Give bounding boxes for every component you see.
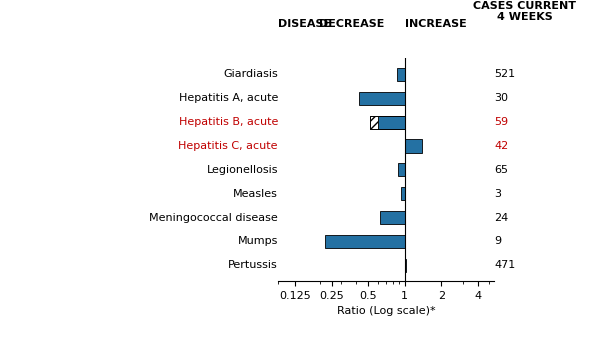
Text: 9: 9 bbox=[495, 236, 501, 246]
Text: 65: 65 bbox=[495, 165, 509, 175]
Text: Hepatitis A, acute: Hepatitis A, acute bbox=[179, 93, 278, 103]
Text: Pertussis: Pertussis bbox=[228, 260, 278, 270]
Bar bbox=[401, 187, 404, 200]
Text: 471: 471 bbox=[495, 260, 515, 270]
Text: 59: 59 bbox=[495, 117, 509, 127]
Bar bbox=[381, 211, 404, 224]
Text: INCREASE: INCREASE bbox=[405, 19, 467, 29]
Text: DECREASE: DECREASE bbox=[319, 19, 384, 29]
Bar bbox=[359, 92, 404, 105]
Text: Mumps: Mumps bbox=[237, 236, 278, 246]
Text: Hepatitis B, acute: Hepatitis B, acute bbox=[179, 117, 278, 127]
X-axis label: Ratio (Log scale)*: Ratio (Log scale)* bbox=[337, 306, 436, 316]
Bar bbox=[325, 235, 404, 248]
Text: Meningococcal disease: Meningococcal disease bbox=[149, 213, 278, 222]
Bar bbox=[370, 116, 404, 129]
Text: DISEASE: DISEASE bbox=[278, 19, 331, 29]
Text: Giardiasis: Giardiasis bbox=[223, 69, 278, 79]
Text: 30: 30 bbox=[495, 93, 509, 103]
Text: 521: 521 bbox=[495, 69, 515, 79]
Bar bbox=[404, 259, 406, 272]
Text: 42: 42 bbox=[495, 141, 509, 151]
Bar bbox=[397, 68, 404, 81]
Text: Measles: Measles bbox=[233, 189, 278, 199]
Text: 24: 24 bbox=[495, 213, 509, 222]
Bar bbox=[404, 140, 422, 153]
Text: CASES CURRENT
4 WEEKS: CASES CURRENT 4 WEEKS bbox=[473, 0, 576, 22]
Bar bbox=[378, 116, 404, 129]
Text: Hepatitis C, acute: Hepatitis C, acute bbox=[179, 141, 278, 151]
Bar bbox=[398, 163, 404, 177]
Text: 3: 3 bbox=[495, 189, 501, 199]
Text: Legionellosis: Legionellosis bbox=[206, 165, 278, 175]
Bar bbox=[370, 116, 378, 129]
